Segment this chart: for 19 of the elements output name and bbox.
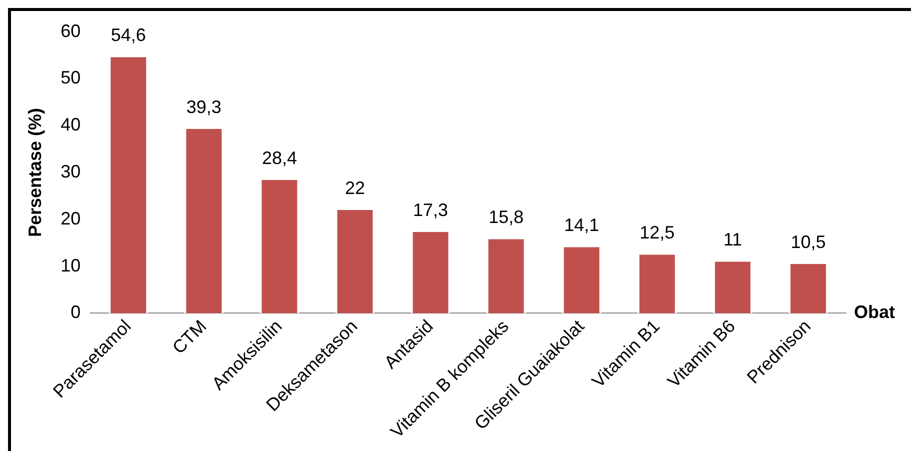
y-tick-label: 60	[60, 20, 81, 41]
y-tick-label: 0	[70, 302, 81, 322]
data-label: 15,8	[488, 207, 524, 228]
data-label: 39,3	[186, 96, 222, 117]
y-tick-label: 50	[60, 68, 81, 88]
x-axis-title: Obat	[854, 302, 896, 322]
y-tick-label: 40	[60, 114, 81, 135]
y-tick-label: 20	[60, 208, 81, 228]
data-label: 22	[344, 178, 366, 198]
data-label: 10,5	[790, 232, 826, 252]
data-label: 12,5	[640, 222, 675, 243]
data-label: 54,6	[110, 25, 146, 46]
data-label: 11	[723, 230, 742, 250]
y-tick-label: 10	[60, 255, 81, 276]
y-tick-label: 30	[60, 161, 81, 182]
y-axis-title: Persentase (%)	[24, 108, 45, 238]
data-label: 28,4	[262, 148, 297, 168]
data-label: 17,3	[413, 200, 448, 220]
data-label: 14,1	[564, 215, 600, 236]
